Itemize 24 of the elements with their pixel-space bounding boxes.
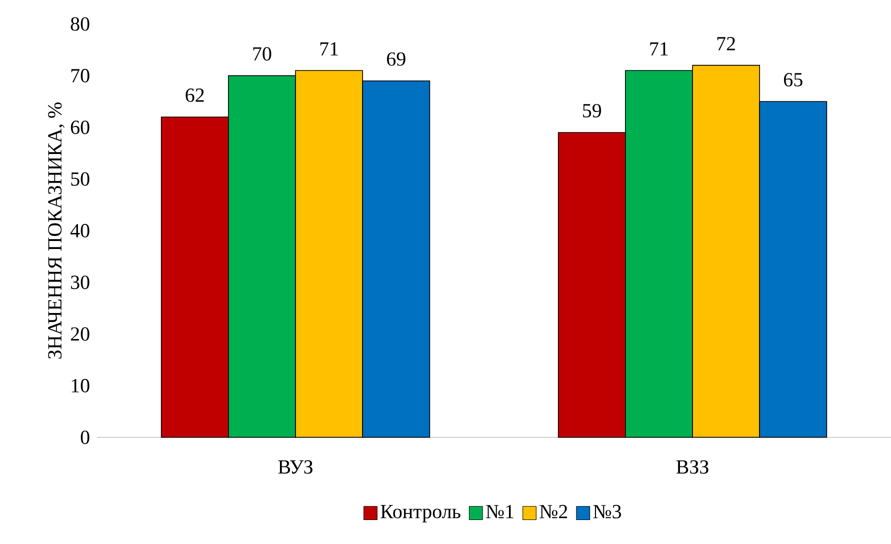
data-label: 70 [253, 47, 272, 61]
legend-label: Контроль [380, 505, 460, 522]
data-label: 69 [387, 52, 406, 66]
y-tick-label: 0 [80, 430, 90, 444]
data-label: 71 [320, 42, 338, 56]
data-label: 65 [784, 73, 802, 86]
data-label: 72 [717, 37, 735, 50]
legend-label: №2 [540, 504, 568, 518]
y-tick-label: 70 [71, 68, 90, 82]
y-tick-label: 80 [70, 17, 90, 31]
data-label: 62 [186, 88, 204, 102]
legend-label: №3 [593, 504, 622, 518]
y-tick-label: 60 [70, 120, 90, 134]
x-tick-label: ВЗЗ [676, 460, 708, 474]
data-label: 71 [650, 42, 668, 56]
x-tick-label: ВУЗ [278, 460, 312, 474]
y-axis-title: ЗНАЧЕННЯ ПОКАЗНИКА, % [48, 102, 64, 359]
y-tick-label: 30 [71, 276, 90, 290]
data-label: 59 [583, 104, 602, 118]
y-tick-label: 10 [72, 378, 90, 392]
y-tick-label: 50 [71, 172, 90, 186]
y-tick-label: 20 [70, 327, 90, 341]
legend-label: №1 [486, 504, 514, 518]
y-tick-label: 40 [70, 224, 90, 238]
